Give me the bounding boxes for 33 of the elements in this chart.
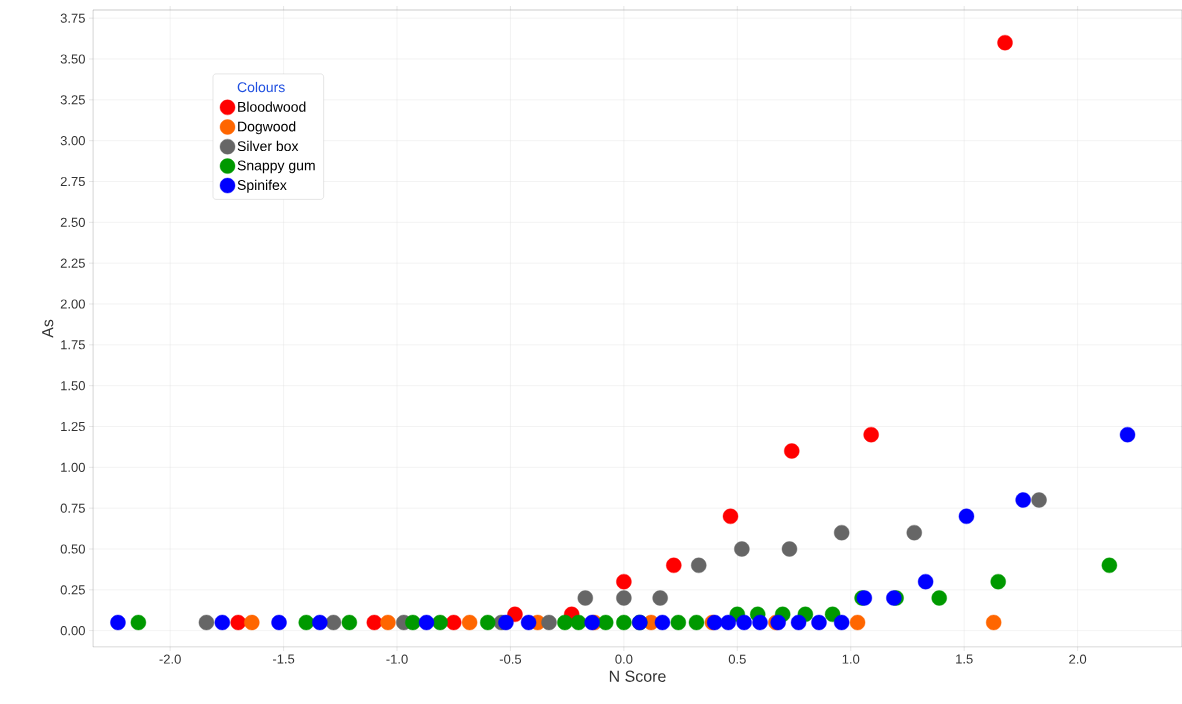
legend-label: Silver box [237, 140, 299, 152]
y-tick-label: 2.25 [60, 258, 85, 268]
y-tick-label: 0.75 [60, 503, 85, 513]
y-tick-label: 1.25 [61, 421, 85, 432]
y-tick-label: 0.50 [60, 544, 85, 554]
legend-label: Snappy gum [237, 160, 315, 174]
x-tick-label: -1.0 [386, 654, 408, 664]
x-tick-label: 1.5 [956, 654, 973, 664]
x-tick-label: 0.5 [728, 654, 746, 664]
x-axis-title: N Score [609, 670, 666, 682]
y-axis-title: As [42, 319, 54, 338]
y-tick-label: 3.75 [60, 13, 85, 23]
x-tick-label: 2.0 [1069, 654, 1087, 664]
y-tick-label: 0.25 [60, 585, 85, 595]
y-tick-label: 3.00 [60, 136, 85, 146]
x-tick-label: -1.5 [272, 654, 295, 664]
x-tick-label: 0.0 [615, 654, 633, 664]
y-tick-label: 3.25 [60, 95, 85, 105]
y-tick-label: 2.75 [60, 176, 85, 187]
y-tick-label: 1.50 [61, 381, 85, 391]
legend-title: Colours [237, 81, 285, 93]
y-tick-label: 3.50 [60, 54, 85, 64]
y-tick-label: 1.00 [61, 462, 85, 472]
y-tick-label: 2.50 [60, 217, 85, 227]
y-tick-label: 0.00 [60, 626, 85, 636]
x-tick-label: 1.0 [842, 654, 860, 664]
x-tick-label: -0.5 [499, 654, 522, 664]
y-tick-label: 2.00 [60, 299, 85, 309]
x-tick-label: -2.0 [159, 654, 181, 664]
legend-label: Dogwood [238, 121, 296, 135]
y-tick-label: 1.75 [61, 340, 85, 350]
legend-label: Bloodwood [238, 101, 306, 112]
legend-label: Spinifex [237, 179, 287, 193]
